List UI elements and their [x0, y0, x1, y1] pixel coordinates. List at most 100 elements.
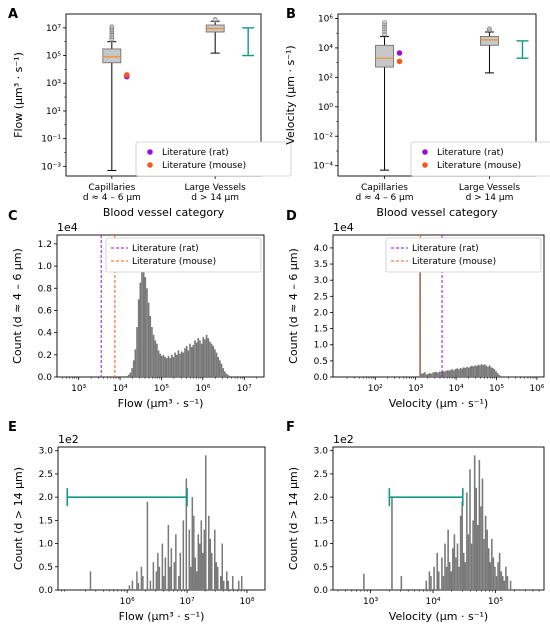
histogram-bar: [149, 580, 152, 590]
histogram-bar: [185, 478, 188, 590]
histogram-bar: [428, 373, 431, 377]
histogram-bar: [212, 345, 215, 377]
histogram-bar: [161, 355, 163, 377]
panel-e: E 1e2 0.0 0.5 1.0 1.5 2.0 2.5 3.0 10⁶ 10⁷ 10⁸ Flow (…: [8, 420, 266, 623]
y-tick-label: 4.0: [314, 244, 329, 254]
histogram-bar: [197, 534, 200, 590]
histogram-bar: [137, 583, 140, 590]
histogram-bar: [480, 364, 483, 377]
histogram-bar: [142, 576, 144, 590]
x-tick-label: Large Vessels: [459, 183, 521, 193]
histogram-bar: [448, 562, 451, 590]
histogram-bar: [190, 566, 192, 590]
plot-frame: [57, 446, 266, 591]
histogram-bar: [217, 357, 219, 377]
histogram-bar: [430, 576, 432, 590]
histogram-bar: [438, 371, 441, 377]
histogram-bar: [490, 367, 493, 377]
histogram-bar: [487, 548, 490, 590]
histogram-bar: [169, 358, 171, 377]
histogram-bar: [161, 543, 164, 590]
x-axis-label: Blood vessel category: [103, 206, 225, 219]
histogram-bar: [442, 576, 445, 590]
x-tick-label: 10³: [363, 597, 378, 607]
histogram-bar: [489, 562, 492, 590]
y-tick-label: 0.8: [38, 284, 53, 294]
histogram-bar: [193, 515, 195, 590]
legend-frame: [385, 237, 542, 273]
y-tick-label: 0.0: [38, 373, 53, 383]
y-multiplier: 1e2: [333, 433, 354, 446]
histogram-bar: [485, 365, 488, 377]
histogram-bar: [228, 375, 231, 377]
histogram-bar: [227, 580, 230, 590]
histogram-bar: [495, 371, 497, 377]
y-tick-label: 10⁵: [46, 52, 61, 62]
histogram-bar: [182, 520, 185, 590]
box-outlier: [382, 24, 387, 30]
histogram-bar: [467, 367, 470, 377]
x-tick-label: d ≈ 4 – 6 µm: [356, 193, 414, 203]
histogram-bar: [137, 299, 140, 377]
box-outlier: [109, 34, 115, 40]
x-tick-label: 10⁷: [237, 384, 252, 394]
histogram-bar: [141, 268, 143, 377]
box-outlier: [109, 32, 115, 38]
histogram-bar: [487, 366, 489, 377]
histogram-bar: [420, 373, 423, 377]
x-tick-label: Capillaries: [88, 183, 135, 193]
box-outlier: [382, 29, 387, 35]
y-tick-label: 0.0: [314, 373, 329, 383]
histogram-bar: [492, 557, 495, 590]
histogram-bar: [194, 340, 196, 377]
box-outlier: [382, 31, 387, 37]
histogram-bar: [225, 373, 228, 377]
histogram-bar: [226, 571, 228, 590]
histogram-bar: [422, 373, 425, 377]
histogram-bar: [430, 373, 433, 377]
histogram-bar: [240, 576, 243, 590]
legend-frame: [410, 141, 550, 177]
panel-label: D: [286, 209, 297, 224]
histogram-bar: [505, 566, 507, 590]
histogram-bar: [126, 375, 128, 377]
histogram-bar: [440, 371, 442, 377]
histogram-bar: [445, 370, 447, 377]
y-tick-label: 2.0: [314, 308, 329, 318]
legend-marker: [147, 149, 153, 155]
histogram-bar: [456, 368, 459, 377]
x-tick-label: 10⁴: [113, 384, 128, 394]
y-tick-label: 0.5: [314, 563, 328, 573]
y-tick-label: 1.0: [314, 341, 329, 351]
histogram-bar: [140, 566, 143, 590]
panel-label: B: [286, 7, 296, 22]
histogram-bar: [157, 552, 159, 590]
y-tick-label: 2.0: [314, 493, 329, 503]
x-tick-label: 10³: [71, 384, 86, 394]
histogram-bar: [483, 538, 485, 590]
histogram-bar: [432, 372, 434, 377]
x-axis-label: Velocity (µm · s⁻¹): [389, 610, 488, 623]
histogram-bar: [475, 487, 478, 590]
histogram-bar: [424, 372, 426, 377]
histogram-bar: [149, 315, 152, 377]
x-tick-label: 10⁵: [488, 597, 503, 607]
x-axis-label: Flow (µm³ · s⁻¹): [119, 610, 205, 623]
y-tick-label: 2.5: [314, 292, 328, 302]
legend: Literature (rat) Literature (mouse): [410, 141, 550, 177]
histogram-bar: [154, 340, 157, 377]
y-tick-label: 10⁴: [318, 44, 333, 54]
histogram-bar: [211, 552, 213, 590]
box-outlier: [382, 23, 387, 28]
histogram-bar: [131, 580, 134, 590]
panel-label: F: [286, 420, 295, 435]
panel-c: C 1e4 0.0 0.2 0.4 0.6 0.8 1.0 1.2 10³ 10⁴ 10⁵ 10⁶ 10⁷…: [8, 209, 265, 410]
legend-label: Literature (rat): [162, 148, 229, 158]
histogram-bar: [215, 562, 218, 590]
histogram-bar: [142, 266, 145, 377]
histogram-bar: [131, 368, 133, 377]
box-outlier: [382, 21, 387, 27]
histogram-bar: [166, 358, 168, 377]
y-axis-label: Count (d > 14 µm): [287, 467, 300, 570]
